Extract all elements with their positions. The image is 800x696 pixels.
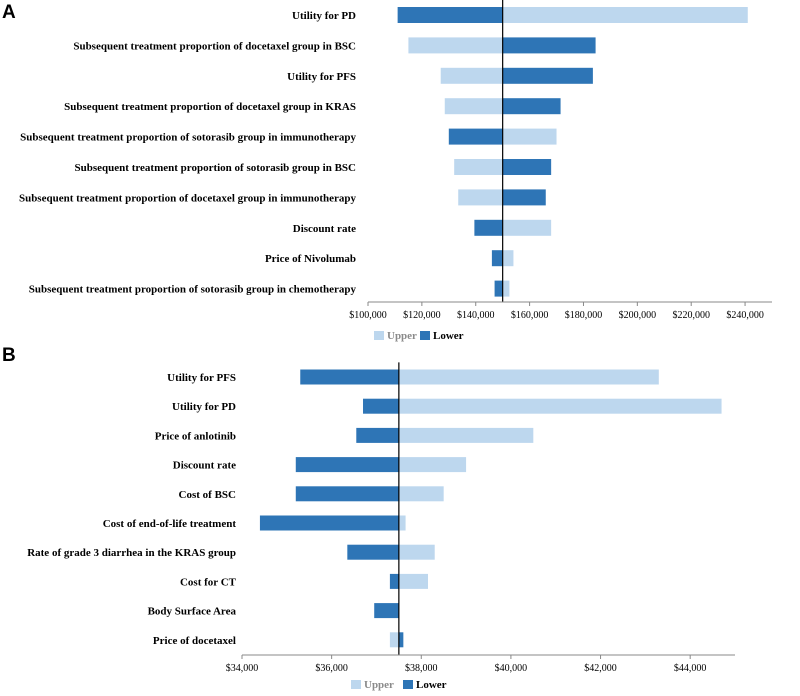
- bar-lower: [356, 427, 399, 443]
- bar-upper: [398, 457, 467, 473]
- bar-lower: [502, 37, 596, 54]
- bar-upper: [389, 632, 399, 648]
- category-label: Cost for CT: [180, 576, 237, 588]
- bar-lower: [397, 7, 503, 23]
- panel-label: B: [2, 345, 16, 366]
- category-label: Utility for PFS: [287, 71, 356, 83]
- bar-lower: [494, 280, 503, 297]
- legend-label-lower: Lower: [433, 330, 464, 342]
- category-label: Subsequent treatment proportion of sotor…: [20, 132, 356, 144]
- bar-lower: [389, 573, 399, 589]
- x-tick-label: $40,000: [495, 663, 528, 674]
- category-label: Price of Nivolumab: [265, 253, 356, 265]
- category-label: Cost of end-of-life treatment: [103, 518, 237, 530]
- bar-lower: [502, 159, 552, 175]
- bar-lower: [448, 128, 503, 145]
- x-tick-label: $36,000: [315, 663, 348, 674]
- bar-upper: [398, 486, 444, 502]
- panel-label: A: [2, 2, 16, 23]
- bar-upper: [502, 280, 510, 297]
- bar-upper: [502, 128, 557, 145]
- legend-swatch-lower: [420, 331, 430, 340]
- x-tick-label: $38,000: [405, 663, 438, 674]
- x-tick-label: $42,000: [584, 663, 617, 674]
- x-tick-label: $120,000: [403, 310, 441, 321]
- bar-upper: [398, 427, 534, 443]
- panel-b: B Utility for PFS Utility for PD Price of a…: [2, 345, 735, 691]
- x-tick-label: $100,000: [349, 310, 387, 321]
- legend-swatch-upper: [351, 680, 361, 689]
- bar-upper: [398, 573, 428, 589]
- category-label: Utility for PFS: [167, 372, 236, 384]
- bar-lower: [374, 603, 399, 619]
- bar-lower: [259, 515, 399, 531]
- x-tick-label: $240,000: [726, 310, 764, 321]
- bar-lower: [295, 486, 399, 502]
- bar-upper: [502, 219, 552, 236]
- bar-upper: [444, 98, 503, 115]
- bar-lower: [502, 98, 561, 115]
- x-tick-label: $180,000: [565, 310, 603, 321]
- x-tick-label: $200,000: [619, 310, 657, 321]
- category-label: Subsequent treatment proportion of sotor…: [75, 162, 357, 174]
- bar-lower: [502, 189, 546, 206]
- category-label: Subsequent treatment proportion of docet…: [19, 192, 357, 204]
- bar-upper: [458, 189, 503, 206]
- bar-upper: [440, 67, 503, 84]
- category-label: Utility for PD: [292, 10, 356, 22]
- bar-upper: [502, 7, 748, 23]
- legend-swatch-lower: [403, 680, 413, 689]
- x-tick-label: $44,000: [674, 663, 707, 674]
- x-tick-label: $220,000: [672, 310, 710, 321]
- bar-lower: [300, 369, 399, 385]
- bar-lower: [491, 250, 503, 267]
- panel-a: A Utility for PD Subsequent treatment prop…: [2, 0, 772, 342]
- category-label: Utility for PD: [172, 401, 236, 413]
- bar-lower: [295, 457, 399, 473]
- legend-label-upper: Upper: [364, 679, 394, 691]
- category-label: Subsequent treatment proportion of sotor…: [29, 284, 357, 296]
- bar-upper: [398, 544, 435, 560]
- bar-upper: [408, 37, 503, 54]
- bar-upper: [454, 159, 503, 175]
- legend-label-upper: Upper: [387, 330, 417, 342]
- category-label: Cost of BSC: [179, 489, 237, 501]
- x-tick-label: $34,000: [226, 663, 259, 674]
- bar-upper: [398, 369, 659, 385]
- category-label: Subsequent treatment proportion of docet…: [64, 101, 356, 113]
- bar-upper: [398, 398, 722, 414]
- category-label: Price of docetaxel: [153, 635, 236, 647]
- legend-label-lower: Lower: [416, 679, 447, 691]
- bar-lower: [398, 632, 404, 648]
- bar-upper: [502, 250, 514, 267]
- bar-lower: [363, 398, 399, 414]
- bar-upper: [398, 515, 406, 531]
- x-tick-label: $160,000: [511, 310, 549, 321]
- category-label: Subsequent treatment proportion of docet…: [73, 40, 356, 52]
- bar-lower: [502, 67, 593, 84]
- bar-lower: [347, 544, 399, 560]
- x-tick-label: $140,000: [457, 310, 495, 321]
- category-label: Rate of grade 3 diarrhea in the KRAS gro…: [27, 547, 236, 559]
- category-label: Discount rate: [293, 223, 356, 235]
- category-label: Price of anlotinib: [155, 430, 236, 442]
- category-label: Discount rate: [173, 460, 236, 472]
- legend-swatch-upper: [374, 331, 384, 340]
- bar-lower: [474, 219, 503, 236]
- category-label: Body Surface Area: [148, 606, 237, 618]
